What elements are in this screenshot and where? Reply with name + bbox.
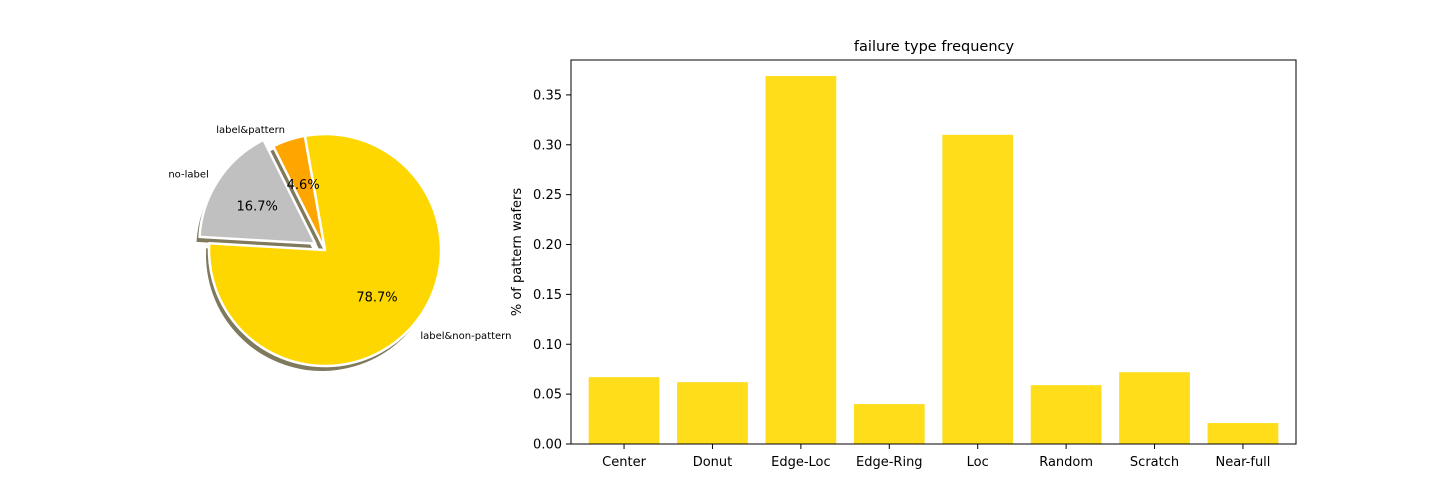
y-tick-label: 0.25 [533,188,562,203]
bar-chart-title: failure type frequency [854,39,1015,55]
pie-category-label: label&non-pattern [420,331,511,342]
bar [1119,372,1190,444]
pie-slice-shadow [270,140,322,255]
y-tick-label: 0.30 [533,138,562,153]
y-tick-label: 0.10 [533,338,562,353]
pie-slice [207,132,443,368]
bar [853,404,925,444]
bar [1030,385,1102,444]
bar [765,75,837,445]
x-tick-label: Scratch [1130,455,1179,470]
bar [942,134,1014,445]
bar [588,377,660,444]
pie-percent-label: 4.6% [287,178,320,193]
y-tick-label: 0.20 [533,238,562,253]
bar-chart: failure type frequency % of pattern wafe… [510,39,1297,470]
plot-frame [570,59,1297,445]
bar [677,382,748,444]
pie-category-label: no-label [168,169,208,180]
bar-chart-y-axis-label: % of pattern wafers [510,188,525,317]
y-tick-label: 0.00 [533,438,562,453]
pie-percent-label: 78.7% [356,290,397,305]
x-tick-label: Random [1039,455,1093,470]
x-tick-label: Edge-Ring [856,455,923,470]
pie-slice [198,138,317,245]
x-tick-label: Donut [693,455,733,470]
pie-chart: 4.6% label&pattern 16.7% no-label 78.7% label… [168,125,511,371]
y-tick-label: 0.05 [533,388,562,403]
x-tick-label: Edge-Loc [771,455,831,470]
pie-percent-label: 16.7% [237,199,278,214]
pie-category-label: label&pattern [216,125,285,136]
y-tick-label: 0.35 [533,88,562,103]
x-tick-label: Near-full [1215,455,1270,470]
x-tick-label: Loc [967,455,989,470]
y-tick-label: 0.15 [533,288,562,303]
bar [1207,423,1279,444]
x-tick-label: Center [602,455,646,470]
